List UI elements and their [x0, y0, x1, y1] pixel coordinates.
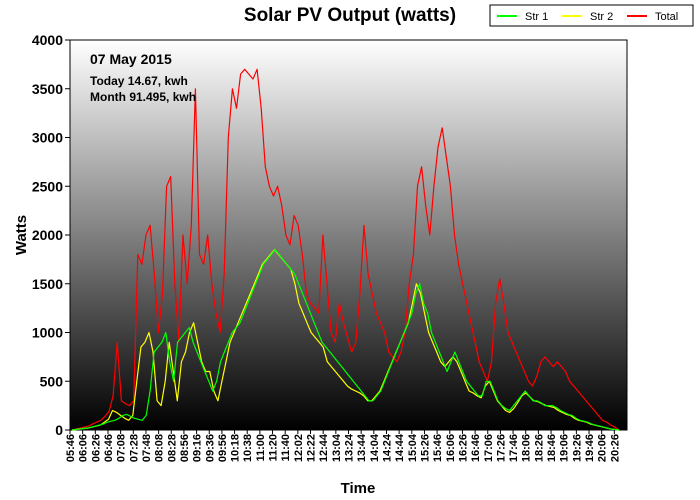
x-axis: 05:46 06:06 06:26 06:46 07:08 07:28 07:48 08:08… [65, 430, 621, 462]
x-tick-label: 18:06 [521, 434, 533, 462]
legend-label: Str 1 [525, 11, 548, 23]
x-tick-label: 17:06 [483, 434, 495, 462]
x-tick-label: 10:18 [230, 434, 242, 462]
legend-items: Str 1 Str 2 Total [497, 11, 678, 23]
series-line-total [71, 68, 620, 431]
x-tick-label: 17:26 [495, 434, 507, 462]
x-tick-label: 15:26 [419, 434, 431, 462]
x-tick-label: 08:08 [154, 434, 166, 462]
x-tick-label: 14:44 [394, 433, 406, 462]
month-energy-annotation: Month 91.495, kwh [90, 90, 196, 104]
x-tick-label: 13:24 [344, 433, 356, 462]
x-tick-label: 18:26 [533, 434, 545, 462]
x-tick-label: 11:00 [255, 434, 267, 462]
date-annotation: 07 May 2015 [90, 51, 172, 67]
x-tick-label: 16:26 [457, 434, 469, 462]
x-tick-label: 06:06 [78, 434, 90, 462]
y-tick-label: 2000 [32, 227, 63, 243]
x-tick-label: 06:46 [103, 434, 115, 462]
x-tick-label: 12:44 [318, 433, 330, 462]
x-axis-label: Time [341, 480, 376, 497]
y-tick-label: 1000 [32, 325, 63, 341]
x-tick-label: 08:56 [179, 434, 191, 462]
x-tick-label: 19:46 [584, 434, 596, 462]
y-tick-label: 1500 [32, 276, 63, 292]
x-tick-label: 19:06 [559, 434, 571, 462]
x-tick-label: 12:22 [306, 434, 318, 462]
x-tick-label: 20:26 [609, 434, 621, 462]
x-tick-label: 14:24 [381, 433, 393, 462]
x-tick-label: 11:40 [280, 434, 292, 462]
x-tick-label: 13:04 [331, 433, 343, 462]
x-tick-label: 18:46 [546, 434, 558, 462]
today-energy-annotation: Today 14.67, kwh [90, 74, 188, 88]
y-tick-label: 500 [40, 373, 64, 389]
series-line-str-1 [71, 249, 620, 431]
x-tick-label: 17:46 [508, 434, 520, 462]
x-tick-label: 09:56 [217, 434, 229, 462]
y-tick-label: 0 [55, 422, 63, 438]
legend: Str 1 Str 2 Total [489, 4, 694, 27]
x-tick-label: 14:04 [369, 433, 381, 462]
x-tick-label: 20:06 [597, 434, 609, 462]
x-tick-label: 07:48 [141, 434, 153, 462]
x-tick-label: 13:44 [356, 433, 368, 462]
x-tick-label: 07:28 [128, 434, 140, 462]
legend-label: Total [655, 11, 678, 23]
y-tick-label: 4000 [32, 32, 63, 48]
x-tick-label: 09:16 [192, 434, 204, 462]
x-tick-label: 05:46 [65, 434, 77, 462]
y-tick-label: 3000 [32, 130, 63, 146]
legend-label: Str 2 [590, 11, 613, 23]
legend-box [489, 4, 694, 27]
x-tick-label: 16:46 [470, 434, 482, 462]
x-tick-label: 06:26 [90, 434, 102, 462]
y-tick-label: 2500 [32, 178, 63, 194]
x-tick-label: 12:02 [293, 434, 305, 462]
x-tick-label: 16:06 [445, 434, 457, 462]
x-tick-label: 07:08 [116, 434, 128, 462]
y-axis-label: Watts [13, 215, 30, 255]
x-tick-label: 09:36 [204, 434, 216, 462]
series-layer [71, 68, 620, 431]
plot-area [69, 39, 628, 431]
x-tick-label: 10:38 [242, 434, 254, 462]
x-tick-label: 15:46 [432, 434, 444, 462]
chart-title: Solar PV Output (watts) [244, 5, 456, 26]
x-tick-label: 19:26 [571, 434, 583, 462]
x-tick-label: 15:04 [407, 433, 419, 462]
y-axis: 0 500 1000 1500 2000 2500 3000 3500 4000 [32, 32, 70, 438]
x-tick-label: 11:20 [268, 434, 280, 462]
x-tick-label: 08:28 [166, 434, 178, 462]
y-tick-label: 3500 [32, 81, 63, 97]
